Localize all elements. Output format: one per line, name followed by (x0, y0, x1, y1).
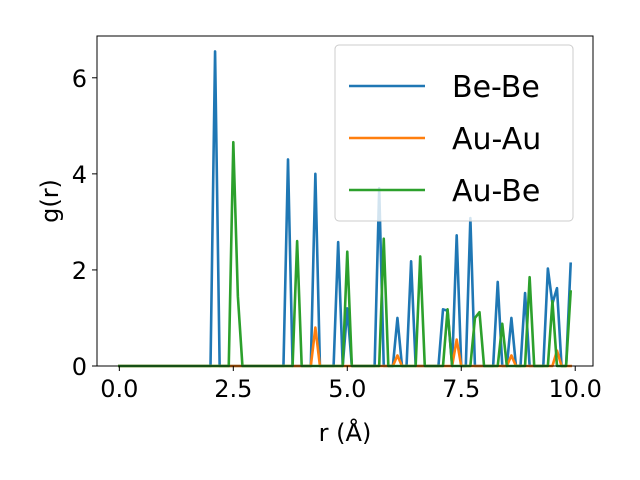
y-tick-label: 6 (72, 65, 87, 93)
x-axis-label: r (Å) (319, 418, 372, 447)
plot-frame (96, 35, 594, 367)
x-tick-label: 7.5 (442, 375, 480, 403)
legend: Be-Be Au-Au Au-Be (334, 44, 574, 222)
x-tick-label: 5.0 (328, 375, 366, 403)
x-tick-label: 0.0 (100, 375, 138, 403)
legend-label-be-be: Be-Be (452, 70, 540, 105)
y-tick-label: 4 (72, 161, 87, 189)
legend-box (334, 44, 574, 222)
y-axis-ticks: 0 2 4 6 (72, 65, 97, 381)
series-line-be-be (118, 50, 573, 368)
legend-label-au-au: Au-Au (452, 122, 541, 157)
x-tick-label: 2.5 (214, 375, 252, 403)
x-axis-ticks: 0.0 2.5 5.0 7.5 10.0 (100, 366, 602, 403)
legend-label-au-be: Au-Be (452, 174, 540, 209)
x-tick-label: 10.0 (549, 375, 602, 403)
y-tick-label: 0 (72, 353, 87, 381)
series-line-au-au (118, 326, 572, 368)
y-tick-label: 2 (72, 257, 87, 285)
y-axis-label: g(r) (36, 179, 64, 223)
